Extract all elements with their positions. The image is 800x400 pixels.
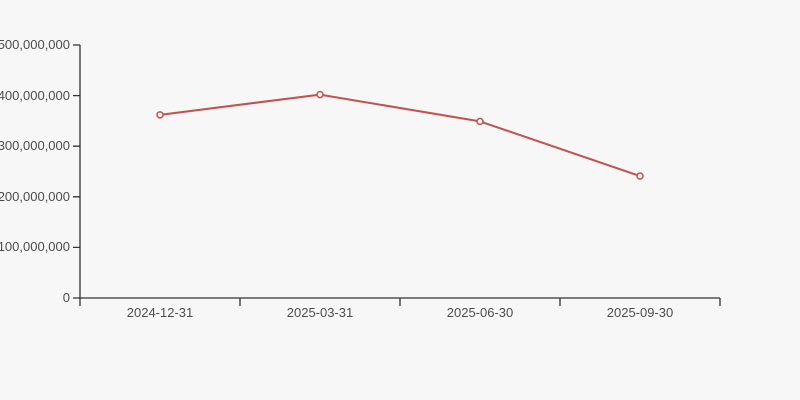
y-axis-tick-label: 400,000,000 — [0, 88, 70, 103]
data-point-marker — [316, 90, 324, 99]
y-axis-tick-label: 300,000,000 — [0, 138, 70, 153]
data-point-marker — [636, 172, 644, 180]
x-axis-tick-label: 2025-09-30 — [606, 305, 674, 320]
axis — [73, 44, 721, 306]
x-axis-tick-label: 2025-06-30 — [446, 305, 514, 320]
series-line — [159, 93, 641, 178]
x-axis-tick-label: 2025-03-31 — [286, 305, 354, 320]
y-axis-tick-label: 0 — [62, 290, 70, 305]
y-axis-tick-label: 100,000,000 — [0, 239, 70, 254]
data-point-marker — [476, 117, 484, 126]
y-axis-tick-label: 200,000,000 — [0, 189, 70, 204]
data-point-marker — [156, 111, 164, 119]
x-axis-tick-label: 2024-12-31 — [126, 305, 194, 320]
y-axis-tick-label: 500,000,000 — [0, 37, 70, 52]
